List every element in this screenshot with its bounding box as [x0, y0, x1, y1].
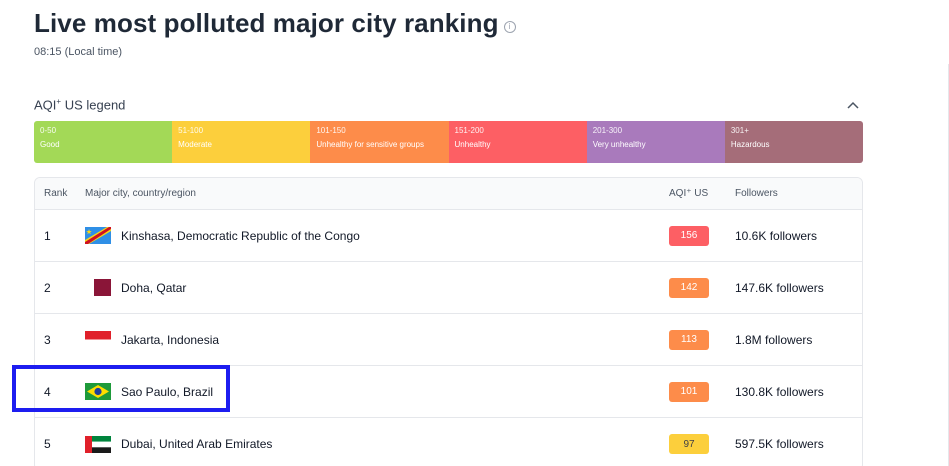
- rank-cell: 5: [44, 437, 51, 451]
- header-followers: Followers: [735, 188, 778, 199]
- legend-segment-sensitive: 101-150 Unhealthy for sensitive groups: [310, 121, 449, 163]
- table-row[interactable]: 5 Dubai, United Arab Emirates 97 597.5K …: [35, 418, 862, 466]
- aqi-badge: 97: [669, 434, 709, 454]
- legend-range: 0-50: [40, 126, 57, 135]
- local-time: 08:15 (Local time): [34, 46, 123, 58]
- city-cell[interactable]: Dubai, United Arab Emirates: [85, 435, 669, 453]
- legend-title: AQI+ US legend: [34, 97, 125, 112]
- city-cell[interactable]: Kinshasa, Democratic Republic of the Con…: [85, 227, 669, 244]
- legend-range: 151-200: [454, 126, 484, 135]
- legend-label: Good: [40, 140, 60, 149]
- uae-flag-icon: [85, 435, 111, 453]
- table-row[interactable]: 2 Doha, Qatar 142 147.6K followers: [35, 262, 862, 314]
- legend-header[interactable]: AQI+ US legend: [34, 97, 863, 113]
- ranking-table: Rank Major city, country/region AQI⁺ US …: [34, 177, 863, 466]
- table-row[interactable]: 1 Kinshasa, Democratic Republic of the C…: [35, 210, 862, 262]
- aqi-badge: 101: [669, 381, 709, 402]
- header-city: Major city, country/region: [85, 188, 196, 199]
- city-name: Doha, Qatar: [121, 280, 187, 295]
- legend-segment-very-unhealthy: 201-300 Very unhealthy: [586, 121, 725, 163]
- followers-cell: 1.8M followers: [735, 332, 813, 347]
- legend-label: Unhealthy for sensitive groups: [316, 140, 424, 149]
- rank-cell: 2: [44, 280, 51, 295]
- aqi-cell: 113: [669, 329, 735, 350]
- header-aqi: AQI⁺ US: [669, 188, 709, 199]
- page-header: Live most polluted major city ranking i: [34, 8, 516, 39]
- aqi-legend-bar: 0-50 Good 51-100 Moderate 101-150 Unheal…: [34, 121, 863, 163]
- table-row[interactable]: 4 Sao Paulo, Brazil 101 130.8K followers: [35, 366, 862, 418]
- qatar-flag-icon: [85, 279, 111, 296]
- rank-cell: 1: [44, 228, 51, 243]
- legend-title-aqi: AQI: [34, 97, 57, 113]
- legend-range: 201-300: [592, 126, 623, 135]
- city-name: Kinshasa, Democratic Republic of the Con…: [121, 228, 360, 243]
- legend-range: 301+: [730, 126, 749, 135]
- legend-label: Hazardous: [730, 140, 770, 149]
- table-header: Rank Major city, country/region AQI⁺ US …: [35, 178, 862, 210]
- rank-cell: 4: [44, 384, 51, 399]
- legend-segment-good: 0-50 Good: [34, 121, 173, 163]
- aqi-cell: 97: [669, 434, 735, 454]
- aqi-cell: 142: [669, 277, 735, 298]
- legend-segment-moderate: 51-100 Moderate: [172, 121, 311, 163]
- followers-cell: 597.5K followers: [735, 437, 824, 451]
- legend-range: 101-150: [316, 126, 346, 135]
- city-name: Jakarta, Indonesia: [121, 332, 220, 347]
- city-cell[interactable]: Jakarta, Indonesia: [85, 331, 669, 348]
- header-rank: Rank: [44, 188, 68, 199]
- city-cell[interactable]: Doha, Qatar: [85, 279, 669, 296]
- legend-segment-unhealthy: 151-200 Unhealthy: [448, 121, 587, 163]
- drc-flag-icon: [85, 227, 111, 244]
- legend-label: Very unhealthy: [592, 140, 646, 149]
- legend-label: Moderate: [178, 140, 212, 149]
- legend-title-sup: +: [56, 97, 62, 107]
- legend-label: Unhealthy: [454, 140, 491, 149]
- aqi-badge: 142: [669, 277, 709, 298]
- followers-cell: 147.6K followers: [735, 280, 824, 295]
- page-title: Live most polluted major city ranking: [34, 8, 499, 38]
- info-icon[interactable]: i: [503, 20, 516, 33]
- chevron-up-icon[interactable]: [845, 97, 861, 113]
- followers-cell: 130.8K followers: [735, 384, 824, 399]
- legend-title-suffix: US legend: [61, 97, 126, 113]
- table-row[interactable]: 3 Jakarta, Indonesia 113 1.8M followers: [35, 314, 862, 366]
- aqi-badge: 156: [669, 225, 709, 246]
- aqi-cell: 101: [669, 381, 735, 402]
- indonesia-flag-icon: [85, 331, 111, 348]
- city-name: Sao Paulo, Brazil: [121, 384, 214, 399]
- aqi-badge: 113: [669, 329, 709, 350]
- followers-cell: 10.6K followers: [735, 228, 818, 243]
- legend-segment-hazardous: 301+ Hazardous: [724, 121, 863, 163]
- city-cell[interactable]: Sao Paulo, Brazil: [85, 383, 669, 400]
- rank-cell: 3: [44, 332, 51, 347]
- legend-range: 51-100: [178, 126, 204, 135]
- brazil-flag-icon: [85, 383, 111, 400]
- aqi-cell: 156: [669, 225, 735, 246]
- city-name: Dubai, United Arab Emirates: [121, 437, 273, 451]
